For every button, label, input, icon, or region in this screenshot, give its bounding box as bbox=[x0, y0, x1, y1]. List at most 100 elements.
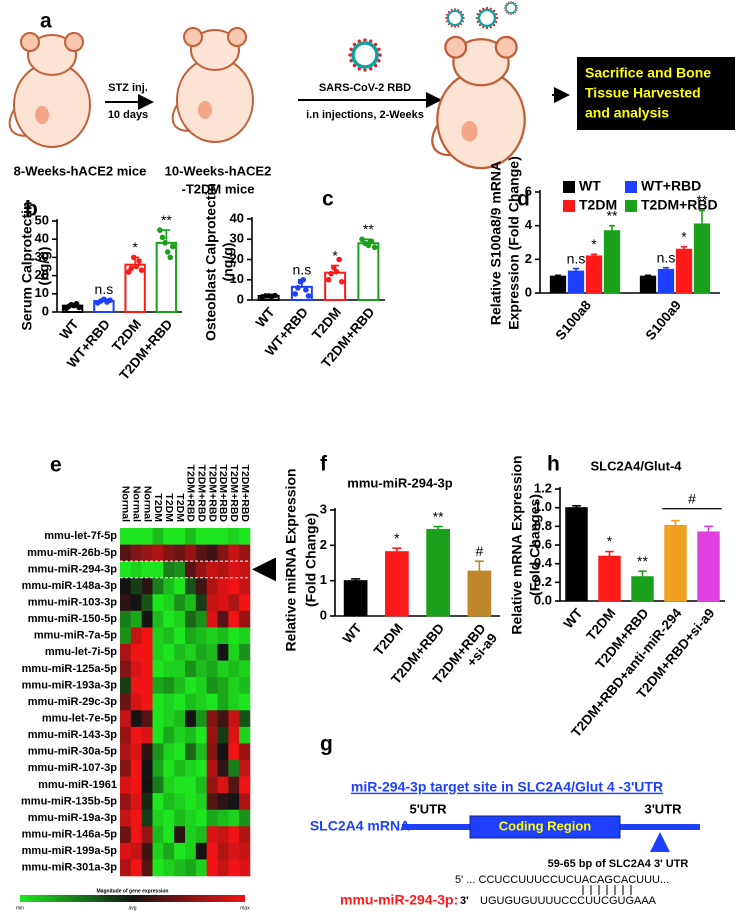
y-tick-label: 20 bbox=[230, 251, 244, 266]
mouse-icon bbox=[8, 32, 91, 148]
heatmap-cell bbox=[228, 677, 240, 695]
y-axis-label: (ng/g) bbox=[36, 247, 52, 286]
utr-label: 5'UTR bbox=[409, 801, 447, 816]
heatmap-cell bbox=[206, 610, 218, 628]
heatmap-cell bbox=[206, 743, 218, 761]
virus-spike bbox=[504, 7, 506, 9]
heatmap-cell bbox=[120, 776, 132, 794]
heatmap-cell bbox=[141, 842, 153, 860]
heatmap-cell bbox=[206, 809, 218, 827]
heatmap-cell bbox=[130, 577, 142, 595]
heatmap-cell bbox=[163, 776, 175, 794]
heatmap-cell bbox=[228, 842, 240, 860]
virus-spike bbox=[495, 13, 498, 16]
error-bar bbox=[433, 525, 443, 530]
heatmap-cell bbox=[228, 627, 240, 645]
heatmap-cell bbox=[217, 842, 229, 860]
heatmap-cell bbox=[152, 561, 164, 579]
significance: n.s bbox=[293, 261, 312, 277]
heatmap-cell bbox=[185, 627, 197, 645]
heatmap-cell bbox=[163, 644, 175, 661]
mouse-ear bbox=[494, 35, 518, 59]
colorbar-label: min bbox=[16, 905, 24, 911]
heatmap-cell bbox=[217, 809, 229, 827]
heatmap-cell bbox=[206, 726, 218, 744]
row-label: mmu-miR-193a-3p bbox=[22, 679, 118, 691]
panel-letter: b bbox=[25, 198, 38, 221]
virus-spike bbox=[349, 59, 353, 63]
heatmap-cell bbox=[185, 677, 197, 695]
mouse-icon bbox=[431, 35, 526, 170]
heatmap-cell bbox=[130, 793, 142, 811]
heatmap-cell bbox=[174, 809, 186, 827]
heatmap-cell bbox=[174, 577, 186, 595]
heatmap-cell bbox=[185, 577, 197, 595]
heatmap-cell bbox=[120, 726, 132, 744]
mouse-icon bbox=[171, 27, 254, 143]
heatmap-cell bbox=[195, 544, 207, 562]
heatmap-cell bbox=[195, 677, 207, 695]
heatmap-cell bbox=[130, 842, 142, 860]
bar bbox=[603, 230, 621, 294]
virus-spike bbox=[516, 4, 518, 7]
virus-spike bbox=[369, 39, 373, 43]
virus-spike bbox=[492, 23, 496, 27]
virus-spike bbox=[516, 7, 518, 9]
virus-spike bbox=[512, 13, 515, 15]
y-tick-label: 0 bbox=[525, 284, 532, 299]
virus-spike bbox=[512, 1, 515, 3]
data-point bbox=[157, 227, 163, 233]
heatmap-cell bbox=[239, 776, 251, 794]
heatmap-cell bbox=[206, 660, 218, 678]
heatmap-cell bbox=[239, 660, 251, 678]
column-label: T2DM+RBD bbox=[228, 465, 240, 523]
heatmap-cell bbox=[185, 809, 197, 827]
virus-spike bbox=[357, 67, 361, 71]
heatmap-cell bbox=[239, 610, 251, 628]
heatmap-cell bbox=[152, 594, 164, 612]
heatmap-cell bbox=[152, 528, 164, 545]
data-point bbox=[295, 285, 301, 291]
mouse-label: 8-Weeks-hACE2 mice bbox=[14, 163, 147, 178]
bar bbox=[664, 524, 687, 602]
y-tick-label: 30 bbox=[35, 249, 49, 264]
heatmap-cell bbox=[130, 660, 142, 678]
bar bbox=[693, 223, 711, 294]
virus-spike bbox=[373, 42, 378, 47]
panel-letter: d bbox=[517, 188, 530, 211]
heatmap-cell bbox=[217, 776, 229, 794]
row-label: mmu-miR-148a-3p bbox=[22, 580, 118, 592]
column-label: T2DM+RBD bbox=[195, 465, 207, 523]
data-point bbox=[305, 293, 312, 299]
data-point bbox=[128, 265, 135, 272]
heatmap-cell bbox=[174, 528, 186, 545]
error-bar bbox=[572, 505, 581, 508]
mouse-ear bbox=[20, 32, 40, 52]
bar bbox=[697, 531, 720, 602]
significance: ** bbox=[607, 207, 618, 223]
virus-spike bbox=[510, 1, 512, 3]
heatmap-cell bbox=[195, 660, 207, 678]
data-point bbox=[138, 267, 145, 273]
significance: ** bbox=[363, 221, 374, 237]
step-label: STZ inj. bbox=[108, 82, 148, 94]
y-tick-label: 0.0 bbox=[534, 592, 552, 607]
mouse-label: 10-Weeks-hACE2 bbox=[165, 163, 272, 178]
heatmap-cell bbox=[185, 544, 197, 562]
heatmap-cell bbox=[130, 826, 142, 844]
step-label: SARS-CoV-2 RBD bbox=[319, 82, 411, 94]
heatmap-cell bbox=[185, 660, 197, 678]
heatmap-cell bbox=[152, 627, 164, 645]
panel-letter: a bbox=[40, 10, 52, 33]
virus-spike bbox=[505, 2, 508, 5]
heatmap-cell bbox=[141, 793, 153, 811]
error-bar bbox=[392, 547, 402, 552]
y-tick-label: 1.0 bbox=[534, 499, 552, 514]
virus-spike bbox=[357, 39, 361, 43]
heatmap-cell bbox=[130, 693, 142, 711]
virus-spike bbox=[475, 16, 479, 20]
significance: n.s bbox=[657, 249, 676, 265]
heatmap-cell bbox=[217, 710, 229, 728]
bracket-label: # bbox=[688, 490, 696, 506]
heatmap-cell bbox=[120, 528, 132, 545]
